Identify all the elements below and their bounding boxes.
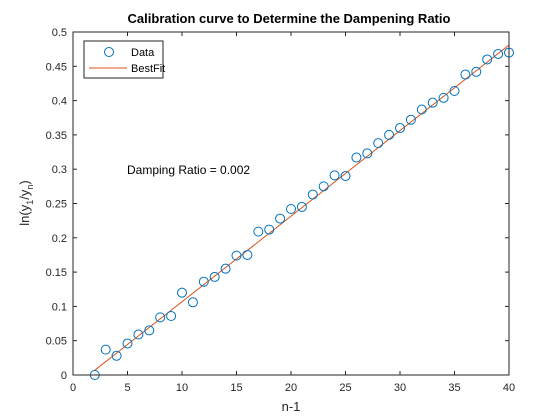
x-tick-label: 25	[339, 382, 351, 394]
x-tick-label: 20	[285, 382, 297, 394]
legend-data-marker	[104, 47, 114, 57]
data-point	[384, 129, 395, 140]
y-label-sub2: n	[25, 185, 35, 190]
data-point	[416, 104, 427, 115]
y-tick-label: 0.3	[52, 164, 67, 176]
data-point	[253, 226, 264, 237]
legend-box	[83, 40, 164, 79]
data-point	[155, 312, 166, 323]
data-point	[100, 344, 111, 355]
y-tick-label: 0.2	[52, 233, 67, 245]
y-tick-label: 0.1	[52, 301, 67, 313]
data-point	[460, 69, 471, 80]
data-point	[373, 138, 384, 149]
data-point	[340, 171, 351, 182]
data-point	[275, 213, 286, 224]
data-point	[122, 338, 133, 349]
plot-area	[73, 32, 509, 375]
y-tick-label: 0	[61, 370, 67, 382]
best-fit-line	[94, 44, 510, 371]
data-point	[286, 203, 296, 214]
x-tick-label: 5	[124, 382, 130, 394]
data-point	[362, 148, 373, 159]
x-tick-label: 15	[230, 382, 242, 394]
y-axis-ticks: 0 0.05 0.1 0.15 0.2 0.25 0.3 0.35 0.4 0.45 0.5	[46, 27, 509, 382]
y-label-part: )	[17, 180, 32, 184]
data-point	[318, 181, 329, 192]
data-point	[198, 276, 209, 287]
data-layer	[89, 47, 514, 380]
y-label-part: ln(y	[17, 204, 32, 225]
chart-title: Calibration curve to Determine the Dampe…	[128, 11, 451, 26]
x-tick-label: 0	[70, 382, 76, 394]
legend: Data BestFit	[83, 40, 165, 79]
data-point	[220, 263, 231, 274]
data-point	[166, 311, 177, 322]
data-point	[144, 325, 155, 336]
x-axis-label: n-1	[282, 399, 301, 414]
data-point	[111, 350, 122, 361]
x-tick-label: 40	[503, 382, 515, 394]
damping-ratio-annotation: Damping Ratio = 0.002	[127, 163, 250, 177]
data-point	[231, 250, 242, 261]
data-point	[329, 170, 340, 181]
y-tick-label: 0.05	[46, 336, 67, 348]
data-point	[351, 152, 362, 163]
data-point	[471, 66, 482, 77]
data-point	[405, 114, 416, 125]
data-point	[177, 287, 187, 298]
y-tick-label: 0.15	[46, 267, 67, 279]
y-axis-label: ln(y1/yn)	[17, 180, 35, 225]
data-point	[493, 48, 504, 59]
legend-data-label: Data	[131, 47, 155, 59]
data-point	[187, 297, 198, 308]
x-tick-label: 10	[176, 382, 188, 394]
x-axis-ticks: 0 5 10 15 20 25 30 35 40	[70, 32, 515, 394]
y-label-sub1: 1	[25, 200, 35, 205]
data-point	[209, 271, 220, 282]
data-point	[264, 224, 275, 235]
data-point	[296, 201, 307, 212]
legend-fit-label: BestFit	[131, 63, 165, 75]
y-tick-label: 0.45	[46, 61, 67, 73]
x-tick-label: 35	[448, 382, 460, 394]
data-point	[307, 189, 318, 200]
x-tick-label: 30	[394, 382, 406, 394]
y-tick-label: 0.25	[46, 199, 67, 211]
data-point	[449, 85, 460, 96]
data-point	[438, 92, 449, 103]
fit-layer	[94, 44, 510, 371]
y-tick-label: 0.4	[52, 96, 67, 108]
data-point	[242, 249, 253, 260]
data-point	[482, 54, 493, 65]
y-label-part: /y	[17, 189, 32, 200]
data-point	[133, 329, 144, 340]
data-point	[395, 123, 405, 134]
data-point	[427, 97, 438, 108]
y-tick-label: 0.35	[46, 130, 67, 142]
y-tick-label: 0.5	[52, 27, 67, 39]
